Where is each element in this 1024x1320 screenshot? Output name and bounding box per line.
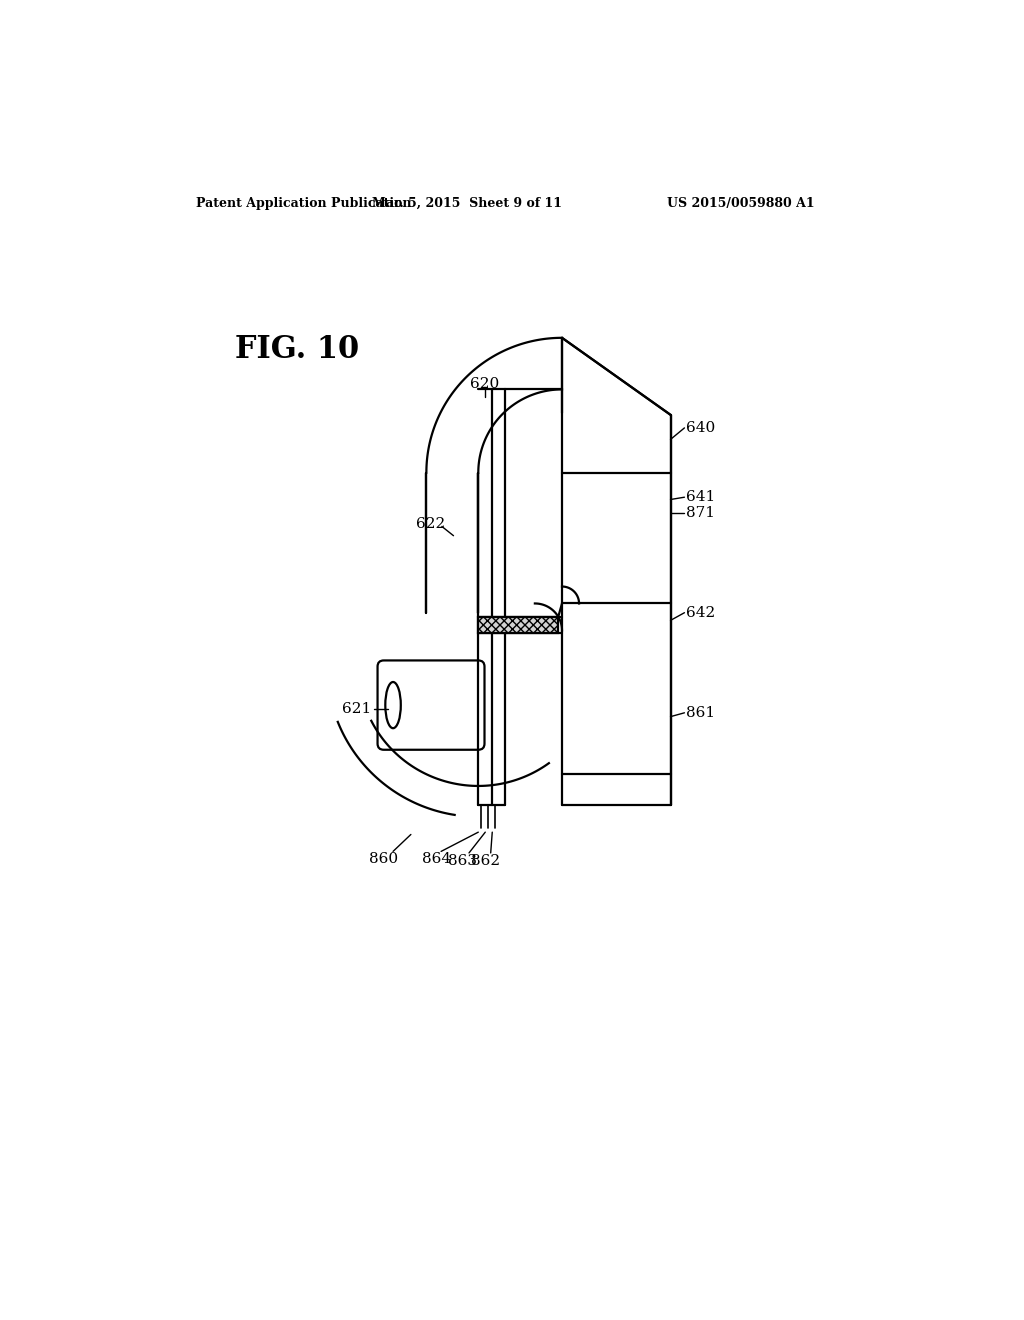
Text: 860: 860 [370, 853, 398, 866]
Text: US 2015/0059880 A1: US 2015/0059880 A1 [667, 197, 814, 210]
Text: 621: 621 [342, 702, 372, 715]
Text: 622: 622 [416, 517, 444, 531]
Text: 640: 640 [686, 421, 715, 434]
Text: 864: 864 [422, 853, 451, 866]
Text: 641: 641 [686, 490, 715, 504]
Text: Patent Application Publication: Patent Application Publication [197, 197, 412, 210]
Polygon shape [562, 338, 671, 473]
Polygon shape [478, 618, 558, 632]
Polygon shape [562, 473, 671, 805]
Text: 642: 642 [686, 606, 715, 619]
Text: 861: 861 [686, 706, 715, 719]
Polygon shape [426, 473, 478, 612]
Text: Mar. 5, 2015  Sheet 9 of 11: Mar. 5, 2015 Sheet 9 of 11 [373, 197, 562, 210]
Text: FIG. 10: FIG. 10 [234, 334, 359, 364]
Text: 620: 620 [470, 378, 499, 391]
Text: 862: 862 [471, 854, 501, 867]
Polygon shape [426, 338, 562, 473]
Text: 863: 863 [449, 854, 477, 867]
Text: 871: 871 [686, 506, 715, 520]
